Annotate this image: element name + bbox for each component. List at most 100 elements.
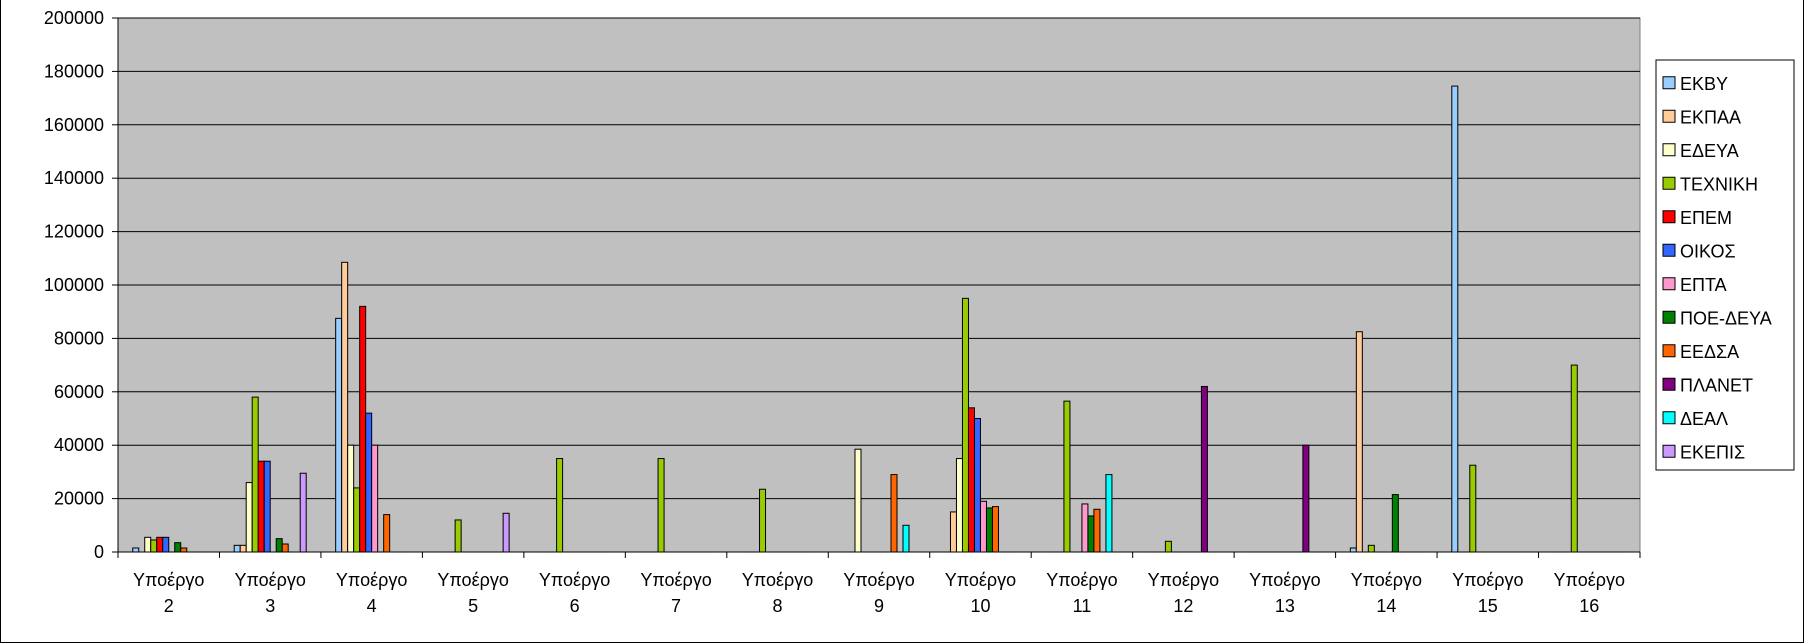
bar <box>1367 544 1375 553</box>
x-tick-label: Υποέργο <box>742 570 813 590</box>
bar <box>949 511 957 553</box>
bar <box>1469 464 1477 553</box>
legend-swatch <box>1662 310 1676 324</box>
x-tick-label: 15 <box>1478 596 1498 616</box>
x-tick-label: 12 <box>1173 596 1193 616</box>
bar <box>371 444 379 553</box>
x-tick-label: 16 <box>1579 596 1599 616</box>
x-tick-label: 2 <box>164 596 174 616</box>
x-tick-label: Υποέργο <box>1554 570 1625 590</box>
legend-swatch <box>1662 411 1676 425</box>
bar <box>1302 444 1310 553</box>
bar <box>1105 474 1113 553</box>
bar <box>1391 494 1399 553</box>
x-tick-label: Υποέργο <box>437 570 508 590</box>
bar <box>239 544 247 553</box>
legend-swatch <box>1662 377 1676 391</box>
x-tick-label: Υποέργο <box>1351 570 1422 590</box>
bar <box>1451 85 1459 553</box>
legend-swatch <box>1662 444 1676 458</box>
legend-label: ΕΚΕΠΙΣ <box>1680 442 1745 462</box>
bar <box>967 407 975 553</box>
bar <box>365 412 373 553</box>
legend-label: ΠΛΑΝΕΤ <box>1680 375 1753 395</box>
bar <box>281 543 289 553</box>
bar <box>156 536 164 553</box>
bar <box>1063 400 1071 553</box>
x-tick-label: 8 <box>773 596 783 616</box>
bar <box>991 506 999 553</box>
bar <box>353 487 361 553</box>
bar <box>1349 547 1357 553</box>
bar <box>1200 385 1208 553</box>
bar <box>759 488 767 553</box>
legend-label: ΔΕΑΛ <box>1680 409 1728 429</box>
x-tick-label: 4 <box>367 596 377 616</box>
bar <box>985 507 993 553</box>
bar <box>961 297 969 553</box>
y-tick-label: 0 <box>94 542 104 562</box>
y-tick-label: 100000 <box>44 275 104 295</box>
bar <box>1355 331 1363 553</box>
x-tick-label: Υποέργο <box>336 570 407 590</box>
bar <box>1093 508 1101 553</box>
bar <box>854 448 862 553</box>
bar <box>454 519 462 553</box>
x-tick-label: 10 <box>970 596 990 616</box>
bar <box>1164 540 1172 553</box>
legend-swatch <box>1662 76 1676 90</box>
y-tick-label: 120000 <box>44 222 104 242</box>
bar <box>556 458 564 553</box>
y-tick-label: 200000 <box>44 8 104 28</box>
y-tick-label: 140000 <box>44 168 104 188</box>
bar <box>263 460 271 553</box>
y-tick-label: 80000 <box>54 328 104 348</box>
bar <box>502 512 510 553</box>
bar <box>132 547 140 553</box>
bar <box>341 261 349 553</box>
bar <box>257 460 265 553</box>
x-tick-label: 6 <box>570 596 580 616</box>
bar <box>174 542 182 553</box>
y-tick-label: 20000 <box>54 489 104 509</box>
x-tick-label: Υποέργο <box>945 570 1016 590</box>
x-tick-label: Υποέργο <box>640 570 711 590</box>
legend-label: ΠΟΕ-ΔΕΥΑ <box>1680 308 1772 328</box>
bar <box>162 536 170 553</box>
legend-label: ΕΕΔΣΑ <box>1680 342 1739 362</box>
legend-label: ΤΕΧΝΙΚΗ <box>1680 174 1758 194</box>
bar <box>347 444 355 553</box>
bar <box>245 482 253 553</box>
x-tick-label: 14 <box>1376 596 1396 616</box>
legend-swatch <box>1662 344 1676 358</box>
bar <box>657 458 665 553</box>
y-tick-label: 180000 <box>44 61 104 81</box>
legend <box>1655 59 1795 471</box>
bar <box>359 305 367 553</box>
bar <box>890 474 898 553</box>
x-tick-label: Υποέργο <box>1249 570 1320 590</box>
bar <box>1570 364 1578 553</box>
x-tick-label: 7 <box>671 596 681 616</box>
legend-label: ΕΠΤΑ <box>1680 275 1727 295</box>
legend-swatch <box>1662 277 1676 291</box>
bar <box>144 536 152 553</box>
x-tick-label: Υποέργο <box>539 570 610 590</box>
bar <box>150 539 158 553</box>
bar <box>180 547 188 553</box>
legend-swatch <box>1662 243 1676 257</box>
bar <box>1087 515 1095 553</box>
x-tick-label: Υποέργο <box>843 570 914 590</box>
bar <box>275 538 283 553</box>
x-tick-label: Υποέργο <box>234 570 305 590</box>
x-tick-label: 5 <box>468 596 478 616</box>
legend-swatch <box>1662 143 1676 157</box>
x-tick-label: Υποέργο <box>133 570 204 590</box>
y-tick-label: 60000 <box>54 382 104 402</box>
bar <box>979 500 987 553</box>
bar <box>233 544 241 553</box>
legend-label: ΕΠΕΜ <box>1680 208 1732 228</box>
x-tick-label: 11 <box>1073 596 1092 616</box>
